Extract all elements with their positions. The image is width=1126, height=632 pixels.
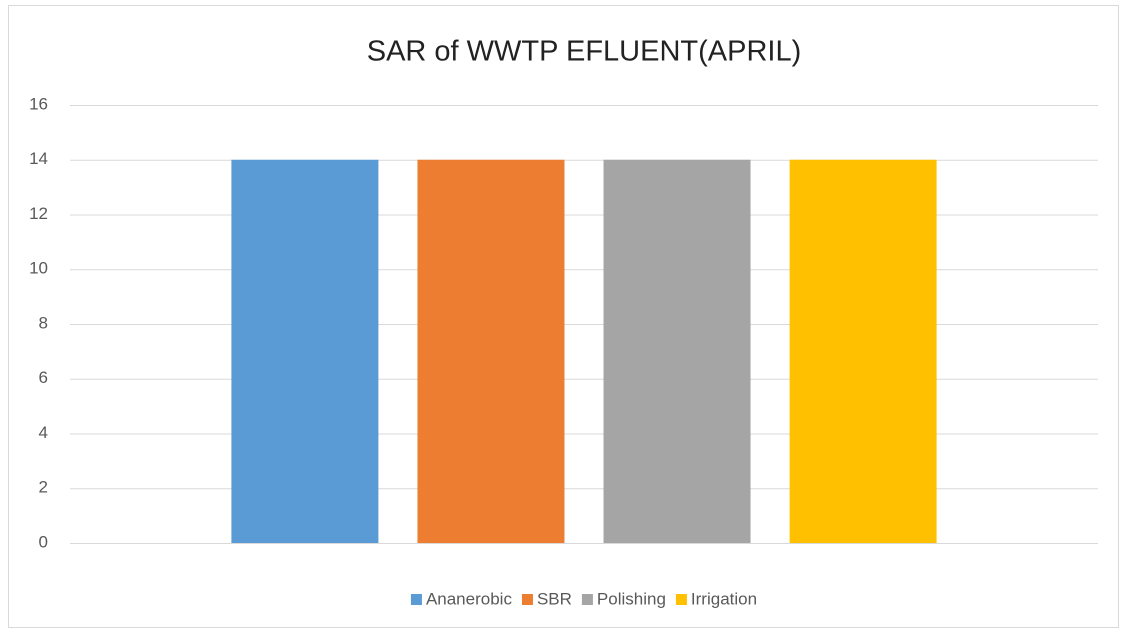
y-tick-label: 12 (29, 204, 48, 223)
legend-label: Ananerobic (426, 589, 513, 608)
legend-label: Polishing (597, 589, 666, 608)
legend-swatch (521, 594, 533, 605)
chart-title: SAR of WWTP EFLUENT(APRIL) (367, 36, 802, 68)
bar (789, 159, 937, 543)
bar (231, 159, 379, 543)
legend-swatch (581, 594, 593, 605)
y-tick-label: 6 (39, 368, 48, 387)
y-tick-label: 0 (39, 532, 48, 551)
y-tick-label: 16 (29, 94, 48, 113)
bar (603, 159, 751, 543)
y-tick-label: 14 (29, 149, 48, 168)
y-tick-label: 10 (29, 259, 48, 278)
legend-swatch (410, 594, 422, 605)
legend-swatch (675, 594, 687, 605)
bar (417, 159, 565, 543)
legend-label: Irrigation (691, 589, 757, 608)
y-tick-label: 2 (39, 478, 48, 497)
legend-label: SBR (537, 589, 572, 608)
y-tick-label: 8 (39, 313, 48, 332)
y-tick-label: 4 (39, 423, 48, 442)
